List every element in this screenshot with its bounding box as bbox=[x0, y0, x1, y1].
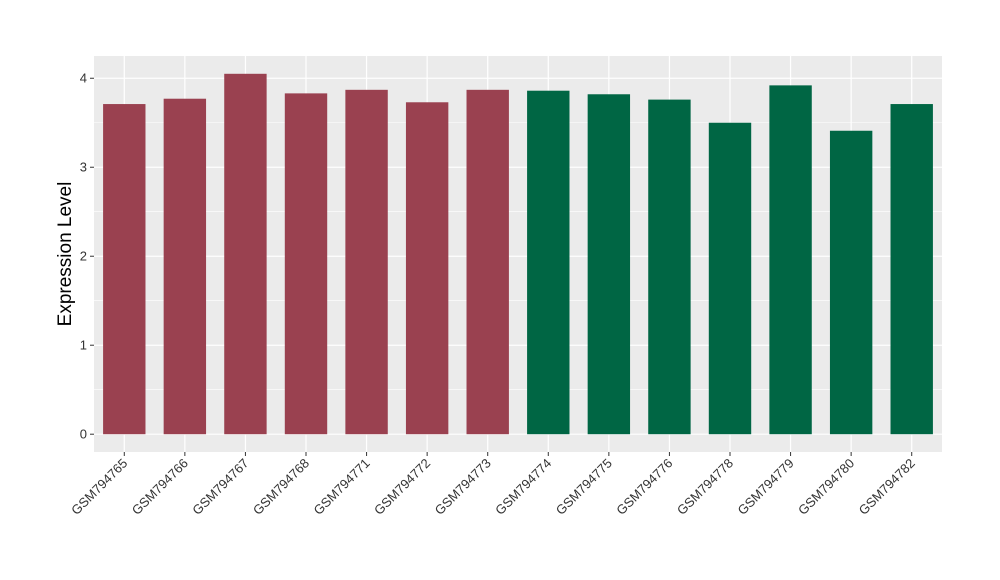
x-tick-label: GSM794771 bbox=[310, 456, 372, 518]
x-tick-label: GSM794765 bbox=[68, 456, 130, 518]
bar-GSM794765 bbox=[103, 104, 146, 435]
y-axis: 0 1 2 3 4 bbox=[80, 71, 94, 442]
x-tick-label: GSM794775 bbox=[553, 456, 615, 518]
x-tick-label: GSM794773 bbox=[432, 456, 494, 518]
x-tick-label: GSM794772 bbox=[371, 456, 433, 518]
x-tick-label: GSM794778 bbox=[674, 456, 736, 518]
bar-GSM794778 bbox=[708, 122, 752, 435]
bar-GSM794772 bbox=[405, 102, 449, 435]
y-axis-title: Expression Level bbox=[55, 182, 76, 327]
bar-GSM794782 bbox=[890, 104, 933, 435]
bar-GSM794768 bbox=[284, 93, 328, 435]
bar-GSM794766 bbox=[163, 98, 207, 435]
x-tick-label: GSM794768 bbox=[250, 456, 312, 518]
bar-GSM794776 bbox=[648, 99, 691, 435]
x-tick-label: GSM794780 bbox=[795, 456, 857, 518]
x-tick-label: GSM794779 bbox=[734, 456, 796, 518]
bar-GSM794773 bbox=[466, 89, 509, 435]
bar-GSM794771 bbox=[345, 89, 388, 435]
bars-group bbox=[103, 73, 933, 435]
y-tick-label: 0 bbox=[80, 427, 87, 442]
bar-GSM794779 bbox=[769, 85, 812, 435]
x-axis: GSM794765GSM794766GSM794767GSM794768GSM7… bbox=[68, 452, 918, 518]
bar-GSM794774 bbox=[527, 90, 570, 435]
x-tick-label: GSM794776 bbox=[613, 456, 675, 518]
y-tick-label: 2 bbox=[80, 249, 87, 264]
bar-GSM794767 bbox=[224, 73, 267, 435]
x-tick-label: GSM794774 bbox=[492, 456, 554, 518]
bar-GSM794775 bbox=[587, 94, 631, 435]
x-tick-label: GSM794767 bbox=[189, 456, 251, 518]
x-tick-label: GSM794782 bbox=[856, 456, 918, 518]
bar-GSM794780 bbox=[829, 130, 873, 435]
x-tick-label: GSM794766 bbox=[129, 456, 191, 518]
y-tick-label: 1 bbox=[80, 338, 87, 353]
y-tick-label: 4 bbox=[80, 71, 87, 86]
plot-panel bbox=[94, 56, 942, 452]
y-tick-label: 3 bbox=[80, 160, 87, 175]
